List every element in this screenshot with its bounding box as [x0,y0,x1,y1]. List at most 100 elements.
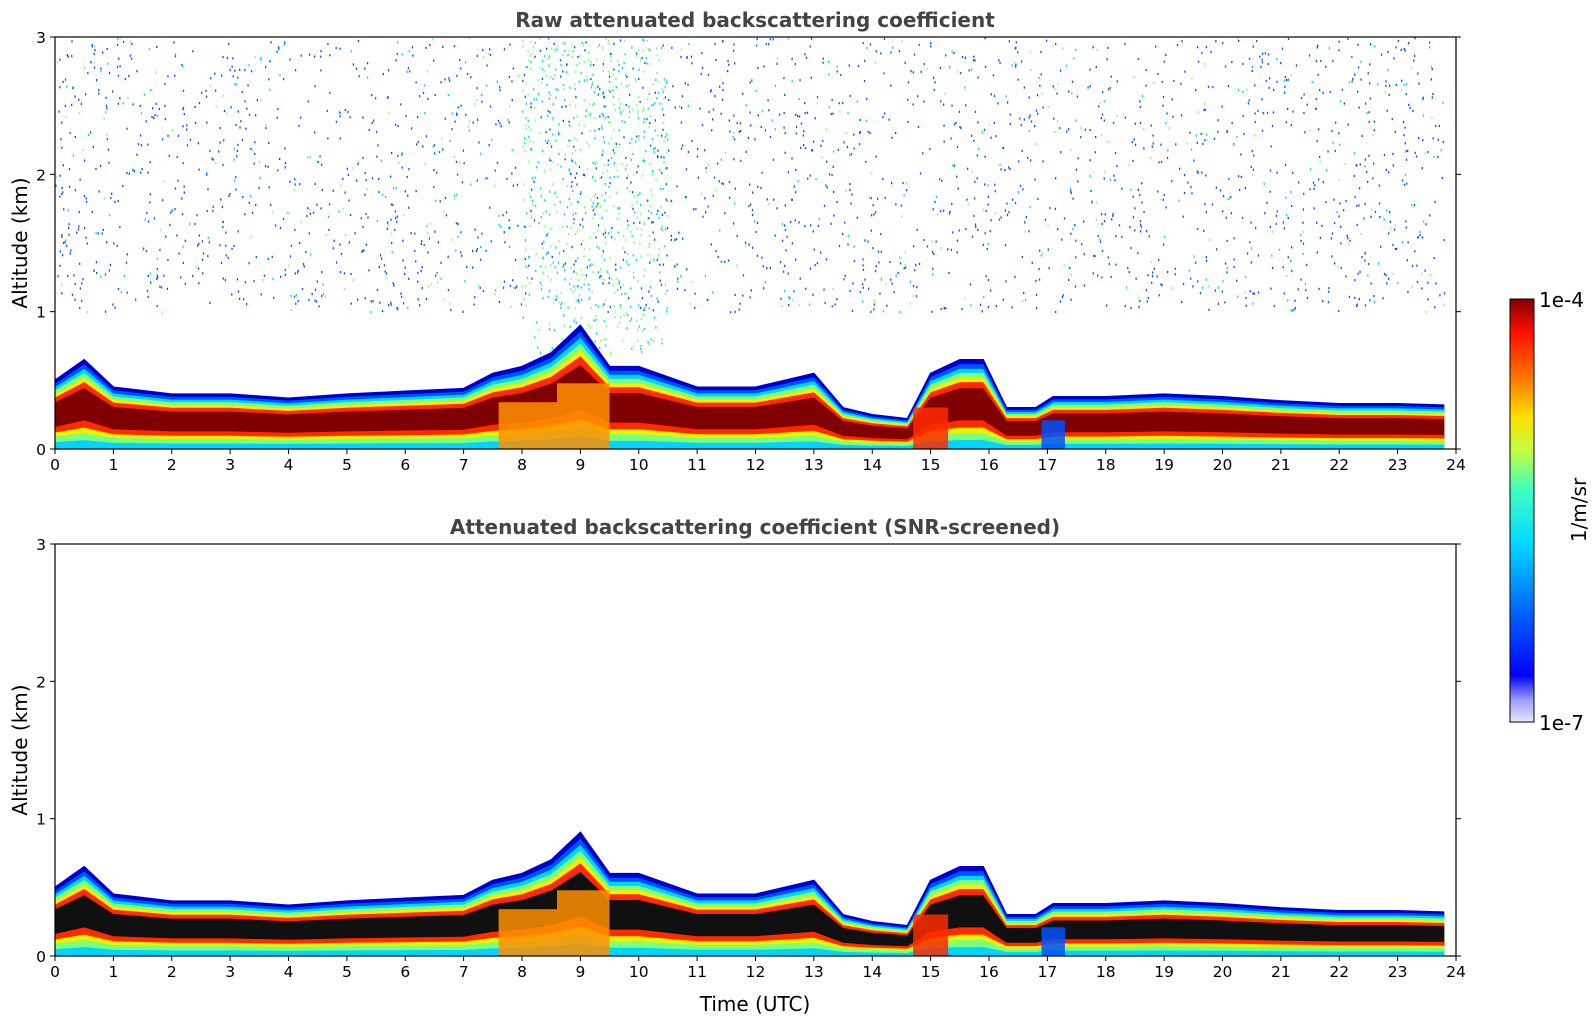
noise-speckle-mark [1289,309,1291,312]
noise-speckle-mark [1145,69,1147,72]
noise-speckle-mark [72,154,74,157]
noise-speckle-mark [472,266,474,269]
noise-speckle-mark [613,304,615,307]
noise-speckle-mark [665,81,668,84]
noise-speckle-mark [551,346,553,349]
noise-speckle-mark [1066,130,1068,133]
noise-speckle-mark [614,142,616,145]
noise-speckle-mark [1283,227,1285,230]
noise-speckle-mark [1092,46,1094,49]
noise-speckle-mark [1014,275,1016,278]
noise-speckle-mark [1228,197,1230,201]
noise-speckle-mark [251,211,254,214]
noise-speckle-mark [643,309,645,312]
noise-speckle-mark [1019,117,1021,120]
noise-speckle-mark [977,228,979,231]
noise-speckle-mark [625,73,627,77]
noise-speckle-mark [176,155,178,159]
noise-speckle-mark [71,103,73,106]
noise-speckle-mark [657,155,659,158]
noise-speckle-mark [800,146,802,149]
noise-speckle-mark [507,118,509,122]
noise-speckle-mark [1034,178,1036,181]
noise-speckle-mark [1107,46,1109,49]
noise-speckle-mark [866,46,868,49]
noise-speckle-mark [693,208,695,211]
noise-speckle-mark [289,58,291,61]
noise-speckle-mark [1242,62,1244,65]
noise-speckle-mark [705,170,707,173]
noise-speckle-mark [388,304,390,307]
noise-speckle-mark [953,123,956,126]
noise-speckle-mark [615,268,617,271]
noise-speckle-mark [106,138,108,141]
noise-speckle-mark [174,53,177,56]
noise-speckle-mark [1443,239,1445,242]
noise-speckle-mark [541,82,543,85]
noise-speckle-mark [970,304,972,307]
noise-speckle-mark [139,134,142,137]
noise-speckle-mark [525,304,527,307]
noise-speckle-mark [635,104,637,107]
noise-speckle-mark [534,106,536,110]
noise-speckle-mark [233,244,235,248]
noise-speckle-mark [65,115,67,118]
noise-speckle-mark [674,265,676,268]
noise-speckle-mark [1099,101,1101,104]
noise-speckle-mark [660,156,662,159]
noise-speckle-mark [547,275,549,278]
noise-speckle-mark [314,55,316,58]
noise-speckle-mark [346,167,348,170]
noise-speckle-mark [71,293,74,296]
noise-speckle-mark [460,67,462,70]
noise-speckle-mark [1338,215,1340,218]
noise-speckle-mark [250,236,252,239]
noise-speckle-mark [610,230,613,233]
noise-speckle-mark [129,40,132,44]
noise-speckle-mark [573,270,575,273]
noise-speckle-mark [1368,262,1370,266]
noise-speckle-mark [125,261,128,264]
noise-speckle-mark [1162,198,1164,201]
noise-speckle-mark [593,102,595,105]
noise-speckle-mark [1160,283,1162,286]
noise-speckle-mark [707,73,710,76]
noise-speckle-mark [1428,41,1431,44]
noise-speckle-mark [119,37,121,40]
noise-speckle-mark [295,294,298,297]
noise-speckle-mark [862,268,865,271]
noise-speckle-mark [509,284,512,287]
noise-speckle-mark [451,128,453,131]
x-tick-label: 1 [108,963,118,981]
noise-speckle-mark [781,305,783,308]
noise-speckle-mark [652,309,654,312]
noise-speckle-mark [836,65,838,68]
noise-speckle-mark [632,207,634,210]
noise-speckle-mark [594,340,596,343]
noise-speckle-mark [280,275,282,278]
noise-speckle-mark [78,211,80,214]
noise-speckle-mark [654,102,656,105]
noise-speckle-mark [621,120,623,123]
noise-speckle-mark [68,168,71,171]
colorbar-unit-label: 1/m/sr [1567,477,1591,542]
noise-speckle-mark [523,183,525,186]
noise-speckle-mark [600,176,603,179]
colorbar-gradient [1509,298,1535,723]
noise-speckle-mark [714,43,716,46]
noise-speckle-mark [596,196,599,200]
noise-speckle-mark [648,216,651,220]
noise-speckle-mark [1257,109,1259,112]
noise-speckle-mark [615,263,617,266]
noise-speckle-mark [987,242,989,245]
noise-speckle-mark [541,288,543,291]
noise-speckle-mark [564,262,567,265]
noise-speckle-mark [660,228,662,231]
noise-speckle-mark [652,103,654,106]
noise-speckle-mark [212,158,214,161]
noise-speckle-mark [61,235,63,239]
noise-speckle-mark [940,100,942,103]
noise-speckle-mark [506,177,508,180]
noise-speckle-mark [655,47,658,50]
noise-speckle-mark [1286,275,1288,278]
